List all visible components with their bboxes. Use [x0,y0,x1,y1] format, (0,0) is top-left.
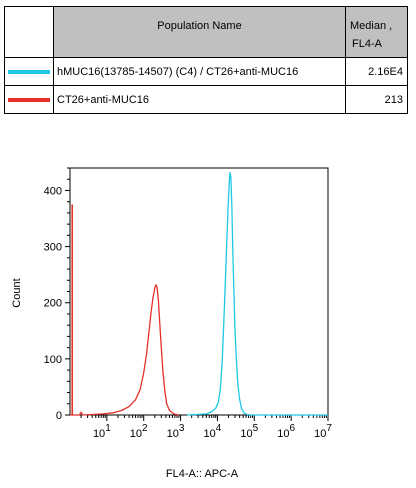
median-header-line1: Median , [350,20,393,32]
legend-row-name-text: hMUC16(13785-14507) (C4) / CT26+anti-MUC… [57,66,299,78]
y-tick-label: 200 [44,298,62,310]
legend-row-name: hMUC16(13785-14507) (C4) / CT26+anti-MUC… [53,57,346,86]
plot-area [69,167,329,416]
x-axis-ticks: 101 102 103 104 105 106 107 [80,415,332,440]
median-header: Median , FL4-A [345,6,408,58]
x-tick-label: 102 [130,423,148,440]
median-header-line2: FL4-A [352,38,382,50]
population-name-header-label: Population Name [157,20,242,32]
legend-row-swatch [4,57,54,86]
y-tick-label: 300 [44,242,62,254]
y-axis-label: Count [11,278,23,307]
legend-table: Population Name Median , FL4-A hMUC16(13… [4,6,408,114]
x-axis-label: FL4-A:: APC-A [166,468,239,480]
legend-row-name: CT26+anti-MUC16 [53,85,346,114]
x-tick-label: 103 [167,423,185,440]
legend-row-median-text: 2.16E4 [368,66,403,78]
legend-row-median: 2.16E4 [345,57,408,86]
x-tick-label: 101 [93,423,111,440]
x-tick-label: 106 [277,423,295,440]
histogram-chart: 101 102 103 104 105 106 107 0 100 200 300 400 FL4-… [11,167,332,480]
plot-frame [69,167,329,416]
legend-row-median-text: 213 [384,94,403,106]
y-tick-label: 0 [56,410,62,422]
legend-swatch-header [4,6,54,58]
series-layer [70,171,328,416]
legend-row-name-text: CT26+anti-MUC16 [57,94,150,106]
series-cyan-line [187,171,328,416]
legend-swatch-red-line [8,98,50,102]
y-tick-label: 100 [44,354,62,366]
x-tick-label: 107 [314,423,332,440]
legend-row-swatch [4,85,54,114]
legend-swatch-cyan-line [8,70,50,74]
series-red-line [70,284,180,416]
legend-row-median: 213 [345,85,408,114]
y-tick-label: 400 [44,185,62,197]
x-tick-label: 104 [204,423,222,440]
x-tick-label: 105 [240,423,258,440]
y-axis-ticks: 0 100 200 300 400 [44,167,70,422]
population-name-header: Population Name [53,6,346,58]
